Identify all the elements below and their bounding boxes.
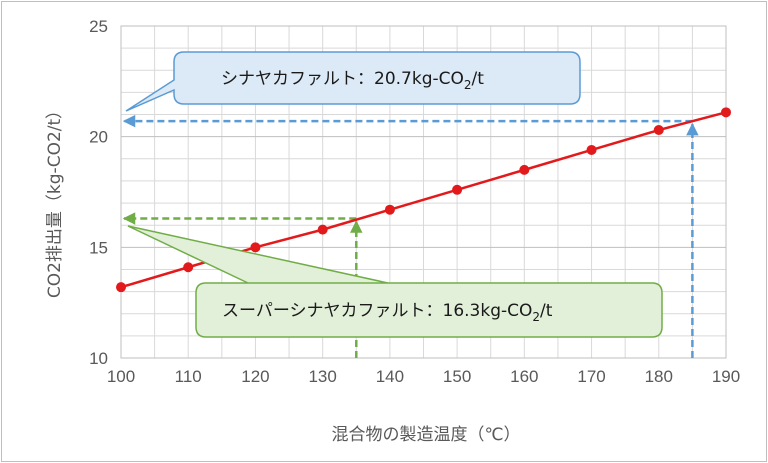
y-tick-label: 25 — [89, 17, 108, 36]
x-tick-label: 150 — [443, 367, 471, 386]
x-tick-label: 190 — [712, 367, 740, 386]
callout-asphalt-box — [125, 51, 581, 112]
x-tick-label: 120 — [241, 367, 269, 386]
callout-asphalt-unit: /t — [472, 69, 485, 89]
callout-super-asphalt: スーパーシナヤカファルト：16.3kg-CO2/t — [127, 225, 663, 338]
callout-super-asphalt-text: スーパーシナヤカファルト：16.3kg-CO2/t — [222, 301, 553, 324]
callout-asphalt-value: 20.7kg-CO — [374, 69, 464, 89]
callout-super-asphalt-box — [127, 225, 663, 338]
callout-asphalt: シナヤカファルト：20.7kg-CO2/t — [125, 51, 581, 112]
x-tick-label: 140 — [376, 367, 404, 386]
data-point — [183, 262, 194, 273]
axis-ticks: 100 110 120 130 140 150 160 170 180 190 10 15 20 25 — [89, 17, 740, 386]
y-axis-title: CO2排出量（kg-CO2/t） — [45, 102, 65, 298]
data-point — [721, 107, 731, 118]
x-tick-label: 180 — [645, 367, 673, 386]
data-point — [317, 224, 328, 235]
data-point — [384, 204, 395, 215]
plot-area-border — [120, 25, 727, 359]
callout-super-asphalt-label: スーパーシナヤカファルト： — [222, 301, 443, 321]
x-tick-label: 170 — [577, 367, 605, 386]
data-point — [116, 282, 126, 293]
x-tick-label: 110 — [175, 367, 202, 386]
callout-super-asphalt-subscript: 2 — [532, 310, 540, 324]
callout-super-asphalt-unit: /t — [540, 301, 553, 321]
x-tick-label: 100 — [107, 367, 135, 386]
callout-asphalt-text: シナヤカファルト：20.7kg-CO2/t — [221, 69, 484, 92]
callout-asphalt-label: シナヤカファルト： — [221, 69, 374, 89]
data-point — [452, 184, 463, 195]
y-tick-label: 15 — [89, 238, 108, 257]
callout-asphalt-subscript: 2 — [464, 78, 472, 92]
data-point — [250, 242, 261, 253]
data-point — [653, 125, 664, 136]
y-tick-label: 10 — [89, 349, 108, 368]
callout-super-asphalt-value: 16.3kg-CO — [443, 301, 533, 321]
data-point — [586, 144, 597, 155]
x-tick-label: 130 — [308, 367, 336, 386]
data-point — [519, 164, 530, 175]
x-axis-title: 混合物の製造温度（℃） — [331, 425, 520, 445]
y-tick-label: 20 — [89, 128, 108, 147]
x-tick-label: 160 — [510, 367, 538, 386]
